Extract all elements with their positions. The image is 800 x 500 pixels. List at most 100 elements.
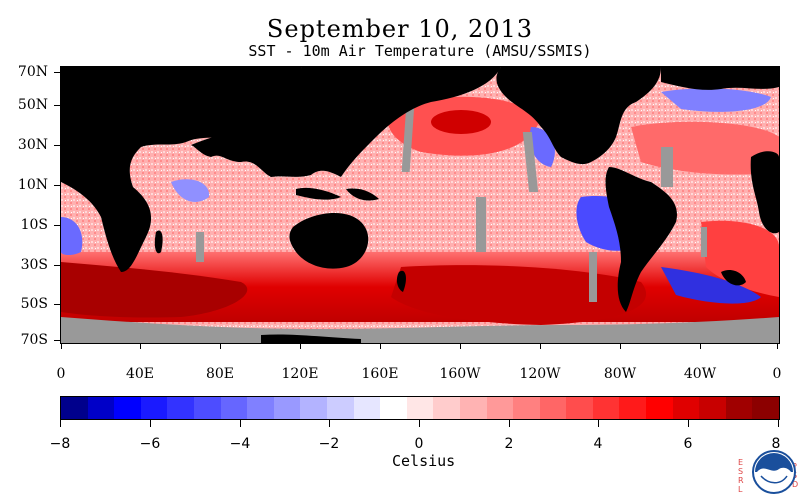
lat-tick (54, 185, 60, 186)
lat-tick (54, 145, 60, 146)
lon-tick (777, 343, 778, 349)
colorbar-swatch (273, 397, 301, 419)
lat-tick (54, 265, 60, 266)
map-canvas (61, 67, 779, 343)
colorbar-tick-label: 2 (504, 436, 514, 452)
greenland (661, 67, 779, 90)
lon-tick (300, 343, 301, 349)
swath-gap (401, 102, 415, 172)
colorbar-tick (688, 419, 689, 427)
colorbar-swatch (592, 397, 620, 419)
australia (289, 212, 369, 269)
lon-tick (140, 343, 141, 349)
colorbar-swatch (459, 397, 487, 419)
lon-label: 80W (603, 366, 637, 382)
lon-tick (460, 343, 461, 349)
cool-anomaly-arctic-atlantic (661, 88, 771, 112)
colorbar-tick (240, 419, 241, 427)
swath-gap (701, 227, 707, 257)
antarctic-missing-data (61, 317, 779, 343)
lat-label: 10N (17, 177, 48, 193)
lon-tick (620, 343, 621, 349)
lon-label: 80E (205, 366, 235, 382)
colorbar-tick-label: −8 (49, 436, 71, 452)
colorbar-swatch (486, 397, 514, 419)
colorbar-swatch (539, 397, 567, 419)
colorbar-units-label: Celsius (392, 452, 456, 470)
lon-tick (380, 343, 381, 349)
lon-label: 40E (125, 366, 155, 382)
map-title: September 10, 2013 (266, 15, 534, 43)
colorbar-swatch (566, 397, 593, 419)
indonesia (296, 187, 341, 200)
south-america (605, 167, 677, 312)
colorbar-tick-label: −6 (139, 436, 161, 452)
colorbar-swatch (725, 397, 753, 419)
new-zealand (396, 270, 406, 292)
sst-air-temp-map (60, 66, 780, 344)
lon-tick (540, 343, 541, 349)
colorbar-swatch (752, 397, 780, 419)
warm-core-north-pacific (431, 110, 491, 134)
lat-label: 50S (20, 296, 48, 312)
colorbar-tick (778, 419, 779, 427)
madagascar (154, 230, 163, 254)
colorbar-swatch (433, 397, 460, 419)
lat-tick (54, 304, 60, 305)
colorbar-swatch (220, 397, 248, 419)
west-africa (750, 151, 779, 234)
lon-label: 120W (519, 366, 561, 382)
colorbar-swatch (167, 397, 194, 419)
colorbar-swatch (619, 397, 647, 419)
colorbar-swatch (140, 397, 168, 419)
lon-label: 160E (361, 366, 399, 382)
swath-gap (522, 132, 539, 192)
swath-gap (589, 252, 597, 302)
colorbar-swatch (114, 397, 141, 419)
colorbar-tick-label: −2 (318, 436, 340, 452)
lon-label: 160W (439, 366, 481, 382)
colorbar (60, 396, 780, 420)
lat-label: 30S (20, 257, 48, 273)
swath-gap (476, 197, 486, 252)
colorbar-tick (509, 419, 510, 427)
noaa-logo-icon (752, 450, 796, 494)
north-america (496, 67, 661, 165)
cool-anomaly-southwest-atlantic (661, 267, 761, 304)
south-georgia (721, 270, 746, 286)
lat-tick (54, 340, 60, 341)
colorbar-swatch (300, 397, 327, 419)
colorbar-tick (150, 419, 151, 427)
colorbar-swatch (513, 397, 540, 419)
colorbar-tick-label: 6 (683, 436, 693, 452)
cool-anomaly-southwest-indian (61, 217, 83, 256)
colorbar-swatch (353, 397, 381, 419)
cool-anomaly-arabian-sea (171, 179, 210, 202)
swath-gap (196, 232, 204, 262)
lon-label: 120E (281, 366, 319, 382)
colorbar-tick-label: 8 (771, 436, 781, 452)
africa-eurasia-west (61, 67, 312, 272)
warm-anomaly-south-pacific (391, 265, 647, 325)
lat-label: 30N (17, 137, 48, 153)
colorbar-tick-label: 0 (414, 436, 424, 452)
colorbar-tick (419, 419, 420, 427)
colorbar-swatch (672, 397, 700, 419)
new-guinea (346, 188, 379, 201)
antarctica-land (261, 334, 361, 343)
asia (191, 67, 501, 177)
lat-label: 10S (20, 217, 48, 233)
colorbar-swatch (646, 397, 673, 419)
swath-gap (661, 147, 673, 187)
map-subtitle: SST - 10m Air Temperature (AMSU/SSMIS) (248, 42, 592, 60)
lon-tick (700, 343, 701, 349)
colorbar-swatch (193, 397, 221, 419)
lon-label: 0 (772, 366, 782, 382)
colorbar-swatch (406, 397, 434, 419)
colorbar-tick-label: −4 (229, 436, 251, 452)
warm-anomaly-south-atlantic (701, 220, 779, 297)
lat-tick (54, 225, 60, 226)
colorbar-swatch (87, 397, 115, 419)
lat-label: 70N (17, 64, 48, 80)
